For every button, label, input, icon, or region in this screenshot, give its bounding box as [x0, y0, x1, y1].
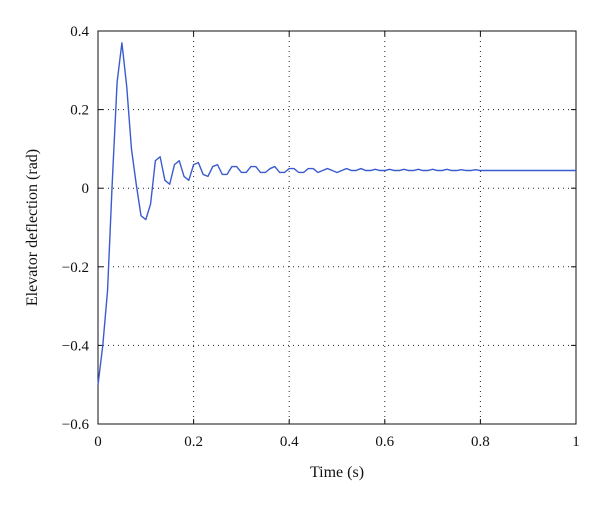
x-axis-title: Time (s): [310, 464, 364, 481]
y-tick-label: −0.4: [62, 338, 90, 354]
y-axis: −0.6 −0.4 −0.2 0 0.2 0.4: [62, 24, 576, 433]
y-tick-label: −0.2: [62, 260, 89, 276]
y-axis-title: Elevator deflection (rad): [24, 149, 41, 306]
series-line: [97, 42, 576, 385]
y-tick-label: 0.4: [70, 24, 89, 40]
x-axis: 0 0.2 0.4 0.6 0.8 1: [94, 31, 580, 450]
x-tick-label: 0.8: [471, 434, 490, 450]
x-tick-label: 0.6: [375, 434, 394, 450]
y-tick-label: 0.2: [70, 103, 89, 119]
series-layer: [97, 42, 576, 385]
x-tick-label: 0.4: [280, 434, 299, 450]
x-tick-label: 0.2: [184, 434, 203, 450]
y-tick-label: −0.6: [62, 417, 90, 433]
y-tick-label: 0: [82, 181, 90, 197]
x-tick-label: 0: [94, 434, 102, 450]
grid-lines: [98, 31, 576, 424]
x-tick-label: 1: [572, 434, 580, 450]
plot-frame: [97, 30, 577, 425]
